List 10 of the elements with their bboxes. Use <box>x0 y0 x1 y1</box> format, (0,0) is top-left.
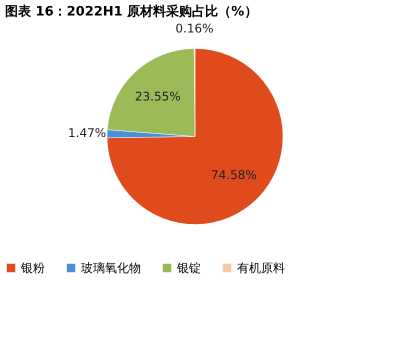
data-label: 23.55% <box>134 90 181 104</box>
legend-label: 银锭 <box>176 261 201 275</box>
legend-label: 玻璃氧化物 <box>81 261 141 275</box>
data-label: 1.47% <box>68 126 106 140</box>
legend-label: 有机原料 <box>237 261 285 275</box>
legend-label: 银粉 <box>20 261 45 275</box>
data-label: 74.58% <box>210 168 257 182</box>
chart-title: 图表 16：2022H1 原材料采购占比（%） <box>5 4 258 20</box>
data-label: 0.16% <box>175 22 214 36</box>
pie-slice <box>106 48 284 225</box>
